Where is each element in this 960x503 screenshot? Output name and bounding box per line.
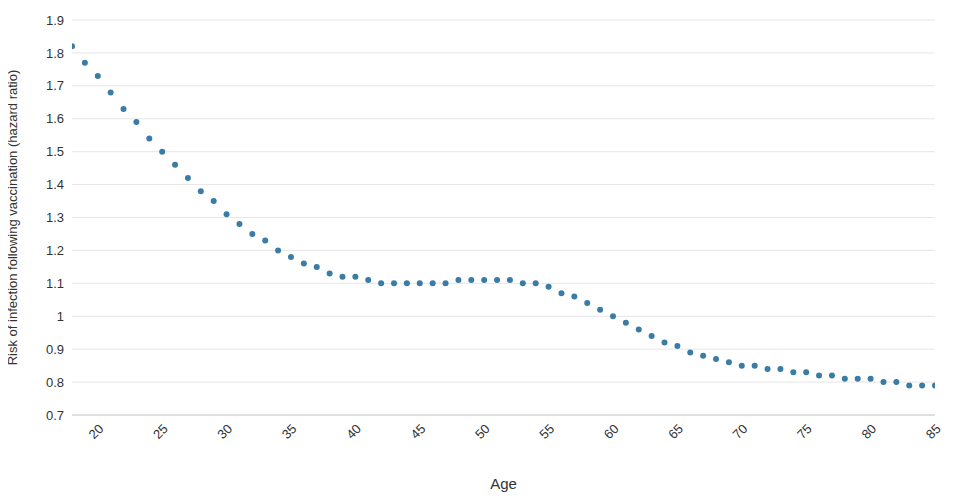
svg-text:1.5: 1.5 [46, 144, 64, 159]
svg-text:Risk of infection following va: Risk of infection following vaccination … [8, 70, 20, 366]
svg-text:1.8: 1.8 [46, 46, 64, 61]
svg-text:50: 50 [472, 421, 493, 442]
svg-text:0.7: 0.7 [46, 408, 64, 423]
svg-text:55: 55 [536, 421, 557, 442]
svg-text:1.4: 1.4 [46, 177, 64, 192]
svg-text:30: 30 [214, 421, 235, 442]
svg-text:1.2: 1.2 [46, 243, 64, 258]
svg-text:80: 80 [858, 421, 879, 442]
svg-text:35: 35 [279, 421, 300, 442]
svg-text:65: 65 [665, 421, 686, 442]
svg-text:0.9: 0.9 [46, 342, 64, 357]
svg-text:Age: Age [490, 475, 517, 492]
svg-text:40: 40 [343, 421, 364, 442]
svg-text:1.3: 1.3 [46, 210, 64, 225]
svg-text:1.1: 1.1 [46, 276, 64, 291]
svg-text:1.9: 1.9 [46, 13, 64, 28]
svg-text:20: 20 [86, 421, 107, 442]
svg-text:1.7: 1.7 [46, 78, 64, 93]
svg-text:0.8: 0.8 [46, 375, 64, 390]
svg-text:60: 60 [601, 421, 622, 442]
svg-text:1.6: 1.6 [46, 111, 64, 126]
svg-text:85: 85 [923, 421, 944, 442]
svg-text:45: 45 [408, 421, 429, 442]
svg-text:75: 75 [794, 421, 815, 442]
svg-text:25: 25 [150, 421, 171, 442]
svg-text:1: 1 [57, 309, 64, 324]
svg-text:70: 70 [730, 421, 751, 442]
